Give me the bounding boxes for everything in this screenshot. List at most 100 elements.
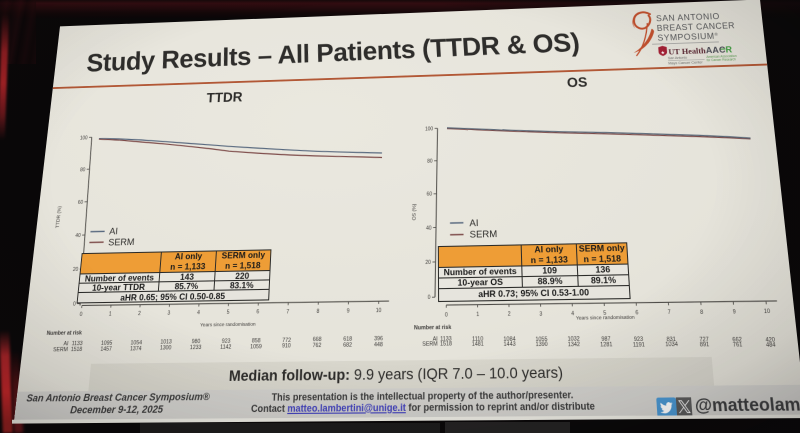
svg-text:772: 772 <box>282 337 292 343</box>
svg-text:1518: 1518 <box>440 341 453 347</box>
svg-text:6: 6 <box>635 309 639 315</box>
svg-text:2: 2 <box>138 310 142 316</box>
svg-text:910: 910 <box>282 343 292 349</box>
svg-text:484: 484 <box>766 341 777 348</box>
svg-text:AI: AI <box>109 225 119 237</box>
svg-text:1191: 1191 <box>633 341 646 348</box>
svg-text:UT Health: UT Health <box>668 46 706 57</box>
svg-text:Number at risk: Number at risk <box>46 329 82 336</box>
svg-text:AI: AI <box>433 336 438 342</box>
svg-text:SERM: SERM <box>53 346 68 352</box>
svg-text:10: 10 <box>376 307 382 313</box>
svg-text:1059: 1059 <box>250 343 262 349</box>
svg-text:3: 3 <box>167 310 171 316</box>
svg-text:1133: 1133 <box>440 335 452 341</box>
svg-text:Number at risk: Number at risk <box>414 324 452 331</box>
svg-text:1: 1 <box>476 311 480 317</box>
svg-text:American Association: American Association <box>706 54 737 59</box>
svg-text:1095: 1095 <box>101 340 113 346</box>
svg-text:100: 100 <box>425 126 434 132</box>
svg-text:9: 9 <box>732 308 736 314</box>
svg-text:100: 100 <box>80 135 89 141</box>
svg-text:1300: 1300 <box>160 345 172 351</box>
svg-text:1055: 1055 <box>535 336 548 342</box>
svg-text:1013: 1013 <box>160 339 172 345</box>
svg-text:Mays Cancer Center: Mays Cancer Center <box>668 60 704 66</box>
svg-text:1457: 1457 <box>100 346 112 352</box>
svg-text:9: 9 <box>347 308 351 314</box>
svg-text:923: 923 <box>634 336 644 342</box>
svg-text:831: 831 <box>666 336 676 343</box>
svg-text:SERM: SERM <box>470 228 498 240</box>
svg-text:7: 7 <box>286 308 290 314</box>
svg-text:20: 20 <box>73 266 80 272</box>
svg-text:761: 761 <box>733 341 744 348</box>
svg-text:5: 5 <box>226 309 230 315</box>
svg-text:0: 0 <box>73 301 77 307</box>
svg-text:SYMPOSIUM®: SYMPOSIUM® <box>657 31 719 43</box>
svg-text:TTDR (%): TTDR (%) <box>54 205 62 228</box>
svg-text:80: 80 <box>80 167 86 173</box>
svg-text:60: 60 <box>78 199 84 205</box>
svg-text:980: 980 <box>192 338 202 344</box>
svg-text:40: 40 <box>75 232 81 238</box>
svg-text:8: 8 <box>700 309 704 315</box>
svg-text:80: 80 <box>427 158 433 164</box>
svg-text:AI: AI <box>469 216 478 228</box>
svg-text:AI: AI <box>63 340 68 346</box>
svg-text:5: 5 <box>603 310 607 316</box>
svg-text:0: 0 <box>79 311 83 317</box>
svg-text:987: 987 <box>601 336 611 342</box>
svg-text:2: 2 <box>508 311 512 317</box>
svg-text:1390: 1390 <box>536 341 549 347</box>
svg-text:AACR: AACR <box>705 45 733 56</box>
svg-text:1518: 1518 <box>71 346 83 352</box>
svg-text:727: 727 <box>699 336 709 343</box>
svg-text:1034: 1034 <box>665 341 678 348</box>
svg-text:San Antonio: San Antonio <box>668 55 688 60</box>
svg-text:662: 662 <box>732 336 743 343</box>
svg-text:923: 923 <box>222 338 232 344</box>
svg-text:1342: 1342 <box>568 341 581 348</box>
svg-text:1: 1 <box>109 311 113 317</box>
svg-text:1281: 1281 <box>600 341 613 348</box>
svg-text:Years since randomisation: Years since randomisation <box>576 314 636 321</box>
svg-text:★: ★ <box>660 50 666 56</box>
svg-text:OS (%): OS (%) <box>411 203 417 220</box>
svg-text:Years since randomisation: Years since randomisation <box>200 321 257 328</box>
svg-text:SAN ANTONIO: SAN ANTONIO <box>656 12 721 24</box>
svg-text:0: 0 <box>445 311 449 317</box>
svg-text:10: 10 <box>764 308 771 314</box>
svg-text:4: 4 <box>197 310 201 316</box>
svg-text:1374: 1374 <box>130 345 142 351</box>
svg-text:668: 668 <box>313 336 322 342</box>
svg-text:420: 420 <box>765 336 776 343</box>
svg-text:40: 40 <box>426 225 432 231</box>
svg-text:for Cancer Research: for Cancer Research <box>706 57 736 62</box>
svg-text:3: 3 <box>539 310 543 316</box>
svg-text:1054: 1054 <box>130 339 142 345</box>
svg-text:762: 762 <box>312 342 322 348</box>
svg-text:7: 7 <box>667 309 671 315</box>
svg-text:SERM: SERM <box>108 236 135 248</box>
svg-text:BREAST CANCER: BREAST CANCER <box>656 21 735 33</box>
svg-text:1142: 1142 <box>220 344 232 350</box>
svg-text:891: 891 <box>700 341 710 348</box>
svg-text:6: 6 <box>256 309 260 315</box>
svg-text:1481: 1481 <box>472 341 485 347</box>
svg-text:1443: 1443 <box>504 341 517 347</box>
svg-text:1110: 1110 <box>472 335 484 341</box>
svg-text:396: 396 <box>374 335 383 341</box>
svg-text:1032: 1032 <box>567 336 580 342</box>
svg-text:8: 8 <box>317 308 321 314</box>
svg-text:1133: 1133 <box>71 340 83 346</box>
svg-text:1233: 1233 <box>190 344 202 350</box>
svg-text:618: 618 <box>343 336 352 342</box>
svg-text:0: 0 <box>428 294 431 300</box>
svg-text:448: 448 <box>374 341 383 347</box>
svg-text:4: 4 <box>571 310 575 316</box>
svg-text:60: 60 <box>427 191 433 197</box>
svg-text:858: 858 <box>252 337 262 343</box>
svg-text:682: 682 <box>343 342 352 348</box>
svg-text:1084: 1084 <box>503 336 516 342</box>
